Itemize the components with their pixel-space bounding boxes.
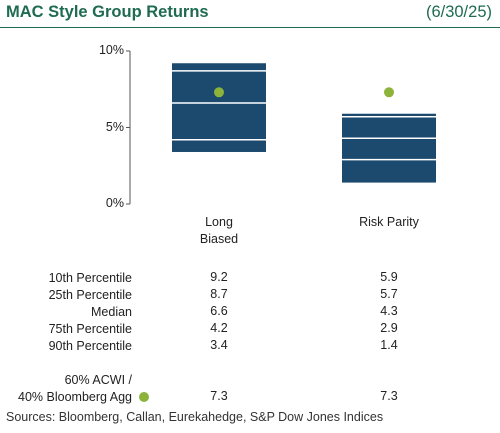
row-label: 75th Percentile	[48, 322, 132, 336]
box	[172, 63, 266, 152]
table-value: 2.9	[380, 321, 398, 335]
row-label: 60% ACWI / 40% Bloomberg Agg	[18, 373, 132, 404]
y-tick-label: 10%	[98, 43, 124, 57]
table-value: 7.3	[210, 389, 228, 403]
row-label: Median	[91, 305, 132, 319]
chart-title: MAC Style Group Returns	[6, 3, 209, 21]
table-value: 6.6	[210, 304, 228, 318]
table-value: 9.2	[210, 270, 228, 284]
row-label: 10th Percentile	[48, 271, 132, 285]
benchmark-dot	[384, 87, 394, 98]
x-tick-label: Risk Parity	[359, 215, 419, 229]
row-label: 90th Percentile	[48, 339, 132, 353]
legend-swatch	[139, 392, 149, 402]
row-label: 25th Percentile	[48, 288, 132, 302]
table-value: 1.4	[380, 338, 398, 352]
table-value: 8.7	[210, 287, 228, 301]
y-tick-label: 0%	[105, 196, 124, 210]
benchmark-dot	[214, 87, 224, 98]
box	[342, 113, 436, 183]
y-tick-label: 5%	[105, 119, 124, 134]
table-value: 3.4	[210, 338, 228, 352]
chart-subtitle: (6/30/25)	[425, 3, 492, 21]
title-rule	[0, 27, 500, 28]
table-value: 5.7	[380, 287, 398, 301]
table-value: 7.3	[380, 389, 398, 403]
table-value: 5.9	[380, 270, 398, 284]
table-value: 4.2	[210, 321, 228, 335]
x-tick-label: Long Biased	[199, 215, 239, 246]
table-value: 4.3	[380, 304, 398, 318]
source-note: Sources: Bloomberg, Callan, Eurekahedge,…	[6, 410, 384, 424]
